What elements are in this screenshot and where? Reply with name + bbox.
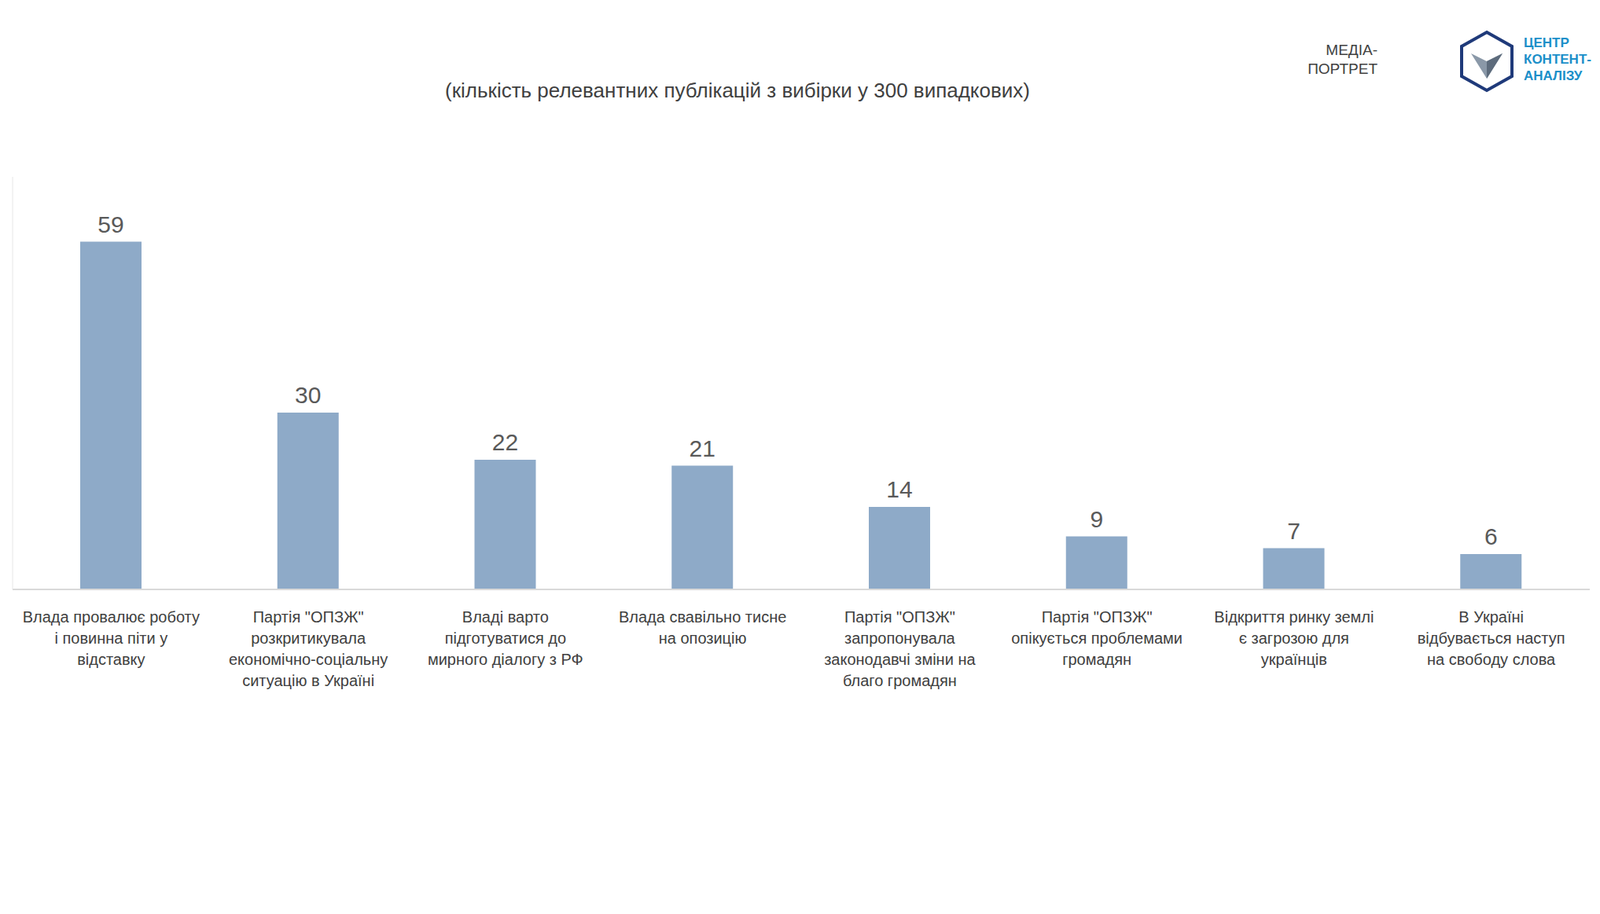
svg-text:7: 7 <box>1287 518 1301 545</box>
svg-text:Влада свавільно тиснена опозиц: Влада свавільно тиснена опозицію <box>618 608 787 648</box>
html-text:ЦЕНТР КОНТЕНТ-АНАЛІЗУ: ЦЕНТР КОНТЕНТ-АНАЛІЗУ <box>1523 35 1592 84</box>
svg-text:Відкриття ринку земліє загрозо: Відкриття ринку земліє загрозою дляукраї… <box>1213 608 1374 669</box>
html-text:МЕДІА-ПОРТРЕТ: МЕДІА-ПОРТРЕТ <box>1307 41 1378 78</box>
svg-text:Влада провалює роботуі повинна: Влада провалює роботуі повинна піти увід… <box>22 608 200 669</box>
svg-text:Владі вартопідготуватися домир: Владі вартопідготуватися домирного діало… <box>427 608 584 669</box>
svg-text:Партія "ОПЗЖ"розкритикувалаеко: Партія "ОПЗЖ"розкритикувалаекономічно-со… <box>228 608 388 690</box>
svg-text:9: 9 <box>1089 506 1104 533</box>
svg-text:Партія "ОПЗЖ"опікується пробле: Партія "ОПЗЖ"опікується проблемамигромад… <box>1011 608 1183 669</box>
svg-text:59: 59 <box>97 211 124 238</box>
svg-text:30: 30 <box>294 382 321 409</box>
svg-text:14: 14 <box>886 476 913 503</box>
svg-text:6: 6 <box>1484 523 1498 550</box>
svg-text:В Українівідбувається наступна: В Українівідбувається наступна свободу с… <box>1417 608 1566 669</box>
svg-text:22: 22 <box>492 429 519 456</box>
svg-text:21: 21 <box>689 435 716 462</box>
svg-text:Партія "ОПЗЖ"запропонувалазако: Партія "ОПЗЖ"запропонувалазаконодавчі зм… <box>823 608 976 690</box>
html-text:(кількість релевантних публіка: (кількість релевантних публікацій з вибі… <box>445 78 1030 103</box>
